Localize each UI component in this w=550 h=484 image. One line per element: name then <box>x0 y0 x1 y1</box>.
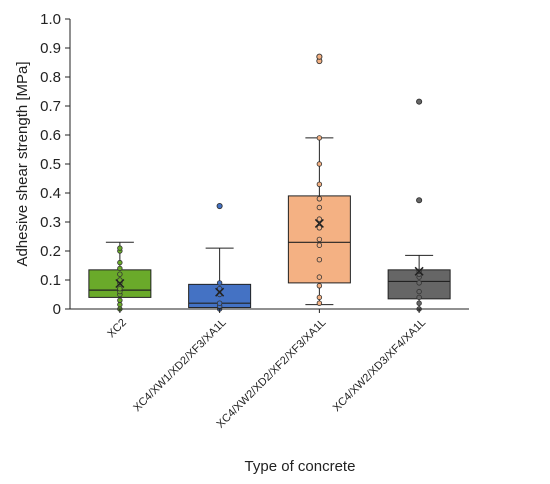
y-tick-label: 0.3 <box>40 214 61 231</box>
box-group <box>188 202 252 312</box>
outlier-point <box>316 53 323 60</box>
data-point <box>316 242 323 248</box>
y-tick-label: 0.7 <box>40 98 61 115</box>
data-point <box>416 294 422 301</box>
outlier-point <box>216 202 223 210</box>
plot-area <box>88 53 451 312</box>
outlier-point <box>416 197 423 204</box>
box-group <box>287 53 351 306</box>
data-point <box>117 297 123 303</box>
data-point <box>316 204 323 211</box>
data-point <box>416 280 422 286</box>
data-point <box>316 225 323 231</box>
category-label: XC2 <box>105 317 129 341</box>
box-group <box>387 98 451 312</box>
mean-marker <box>215 287 225 297</box>
mean-marker <box>115 278 125 289</box>
box-group <box>88 241 152 312</box>
data-point <box>117 271 123 277</box>
data-point <box>316 283 323 289</box>
x-axis-title: Type of concrete <box>245 458 356 475</box>
data-point <box>216 300 223 306</box>
data-point <box>316 135 323 141</box>
category-label: XC4/XW1/XD2/XF3/XA1L <box>131 317 229 415</box>
category-label: XC4/XW2/XD2/XF2/XF3/XA1L <box>215 317 329 431</box>
data-point <box>316 196 323 202</box>
y-tick-label: 0.4 <box>40 185 61 202</box>
data-point <box>117 245 123 251</box>
data-point <box>416 300 422 306</box>
category-label: XC4/XW2/XD3/XF4/XA1L <box>331 317 429 415</box>
y-tick-label: 1.0 <box>40 11 61 28</box>
y-tick-label: 0.2 <box>40 243 61 260</box>
data-point <box>316 294 323 301</box>
y-tick-label: 0.5 <box>40 156 61 173</box>
data-point <box>216 286 223 292</box>
data-point <box>316 161 323 167</box>
data-point <box>316 300 323 306</box>
y-tick-label: 0 <box>53 301 61 318</box>
data-point <box>117 259 123 266</box>
y-tick-label: 0.1 <box>40 272 61 289</box>
data-point <box>316 181 323 187</box>
y-tick-label: 0.9 <box>40 40 61 57</box>
y-axis-title: Adhesive shear strength [MPa] <box>14 61 31 266</box>
y-tick-label: 0.8 <box>40 69 61 86</box>
outlier-point <box>416 98 423 105</box>
data-point <box>316 257 323 263</box>
data-point <box>117 277 123 283</box>
data-point <box>117 265 123 272</box>
data-point <box>416 288 422 295</box>
data-point <box>117 286 123 292</box>
data-point <box>316 236 323 243</box>
data-point <box>117 301 123 308</box>
data-point <box>316 216 323 222</box>
data-point <box>316 274 323 280</box>
mean-marker <box>314 218 324 228</box>
data-point <box>216 280 223 286</box>
mean-marker <box>414 266 424 276</box>
y-tick-label: 0.6 <box>40 127 61 144</box>
